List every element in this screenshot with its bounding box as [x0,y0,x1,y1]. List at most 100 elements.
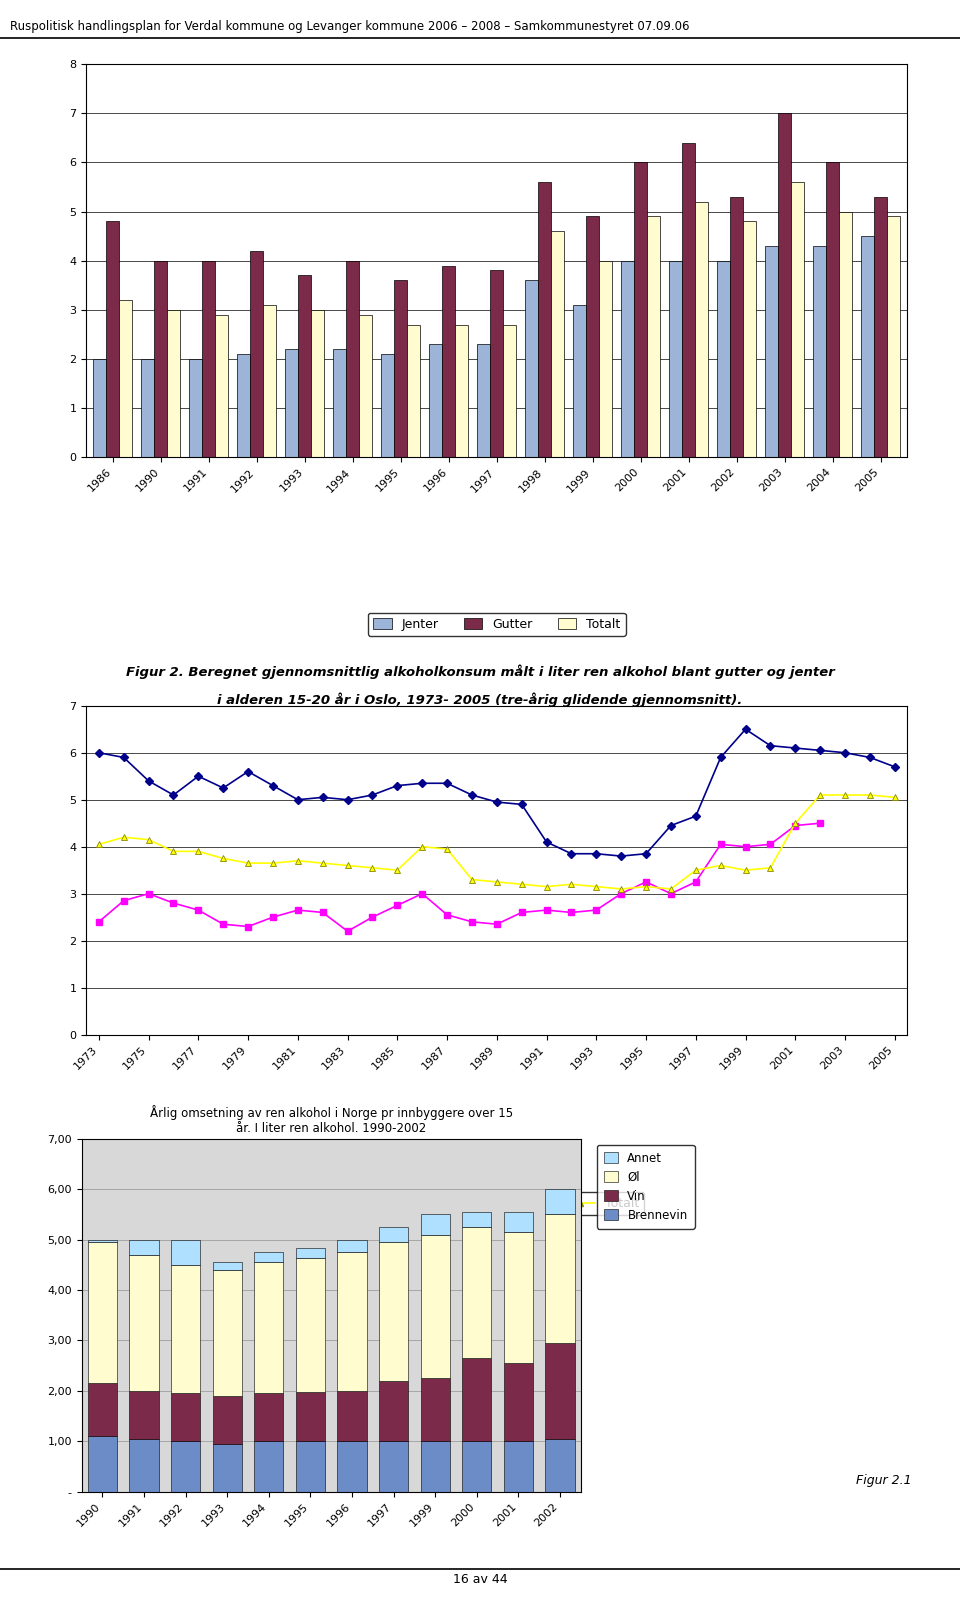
Bar [861,236,875,457]
Bar [251,250,263,457]
Bar [525,281,539,457]
Bar [263,305,276,457]
Bar [285,350,299,457]
Bar [621,261,635,457]
Bar [420,1235,449,1378]
Text: Figur 2. Beregnet gjennomsnittlig alkoholkonsum målt i liter ren alkohol blant g: Figur 2. Beregnet gjennomsnittlig alkoho… [126,664,834,678]
Bar [551,231,564,457]
Bar [545,1189,574,1214]
Bar [379,1227,408,1241]
Bar [189,359,203,457]
Bar [545,1214,574,1343]
Bar [155,261,167,457]
Bar [203,261,215,457]
Bar [296,1258,324,1392]
Bar [407,324,420,457]
Bar [359,314,372,457]
Bar [420,1214,449,1235]
Bar [503,324,516,457]
Bar [379,1241,408,1381]
Text: Ruspolitisk handlingsplan for Verdal kommune og Levanger kommune 2006 – 2008 – S: Ruspolitisk handlingsplan for Verdal kom… [10,19,689,34]
Bar [254,1442,283,1492]
Bar [504,1213,533,1232]
Bar [455,324,468,457]
Text: Figur 2.1: Figur 2.1 [856,1474,912,1487]
Bar [381,354,395,457]
Bar [669,261,683,457]
Bar [338,1442,367,1492]
Bar [463,1442,492,1492]
Bar [212,1395,242,1444]
Bar [429,345,443,457]
Text: i alderen 15-20 år i Oslo, 1973- 2005 (tre-årig glidende gjennomsnitt).: i alderen 15-20 år i Oslo, 1973- 2005 (t… [217,693,743,707]
Bar [504,1363,533,1442]
Bar [647,217,660,457]
Bar [171,1442,200,1492]
Bar [573,305,587,457]
Bar [587,217,599,457]
Bar [296,1392,324,1442]
Bar [215,314,228,457]
Bar [827,162,839,457]
Bar [296,1248,324,1258]
Bar [237,354,251,457]
Bar [463,1359,492,1442]
Bar [311,310,324,457]
Bar [875,197,887,457]
Bar [171,1240,200,1266]
Text: 16 av 44: 16 av 44 [453,1574,507,1586]
Bar [347,261,359,457]
Bar [731,197,743,457]
Bar [420,1442,449,1492]
Bar [167,310,180,457]
Bar [545,1439,574,1492]
Bar [379,1442,408,1492]
Bar [254,1253,283,1262]
Legend: Annet, Øl, Vin, Brennevin: Annet, Øl, Vin, Brennevin [597,1145,695,1229]
Bar [887,217,900,457]
Legend: Gutter, Jenter, Totalt: Gutter, Jenter, Totalt [349,1192,644,1216]
Bar [463,1227,492,1359]
Bar [463,1213,492,1227]
Legend: Jenter, Gutter, Totalt: Jenter, Gutter, Totalt [368,613,626,635]
Bar [695,202,708,457]
Bar [599,261,612,457]
Bar [254,1394,283,1442]
Bar [717,261,731,457]
Bar [477,345,491,457]
Bar [299,276,311,457]
Bar [504,1232,533,1363]
Bar [338,1253,367,1391]
Bar [395,281,407,457]
Bar [791,183,804,457]
Bar [338,1391,367,1442]
Bar [88,1240,117,1241]
Bar [88,1241,117,1383]
Bar [296,1442,324,1492]
Bar [130,1391,158,1439]
Bar [813,245,827,457]
Bar [839,212,852,457]
Bar [171,1266,200,1394]
Bar [443,266,455,457]
Title: Årlig omsetning av ren alkohol i Norge pr innbyggere over 15
år. I liter ren alk: Årlig omsetning av ren alkohol i Norge p… [150,1105,513,1136]
Bar [779,114,791,457]
Bar [130,1439,158,1492]
Bar [491,271,503,457]
Bar [88,1436,117,1492]
Bar [683,143,695,457]
Bar [93,359,107,457]
Bar [130,1254,158,1391]
Bar [765,245,779,457]
Bar [379,1381,408,1442]
Bar [130,1240,158,1254]
Bar [88,1383,117,1436]
Bar [338,1240,367,1253]
Bar [333,350,347,457]
Bar [743,221,756,457]
Bar [545,1343,574,1439]
Bar [119,300,132,457]
Bar [539,183,551,457]
Bar [212,1270,242,1395]
Bar [635,162,647,457]
